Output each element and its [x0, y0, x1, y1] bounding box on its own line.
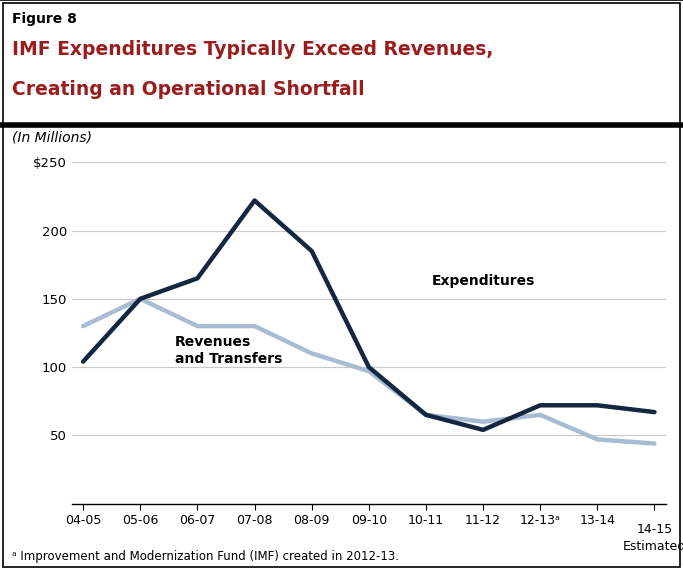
Text: Revenues
and Transfers: Revenues and Transfers	[175, 335, 282, 367]
Text: 14-15
Estimated: 14-15 Estimated	[623, 523, 683, 553]
Text: Creating an Operational Shortfall: Creating an Operational Shortfall	[12, 80, 365, 99]
Text: Figure 8: Figure 8	[12, 13, 77, 26]
Text: ᵃ Improvement and Modernization Fund (IMF) created in 2012-13.: ᵃ Improvement and Modernization Fund (IM…	[12, 550, 400, 563]
Text: IMF Expenditures Typically Exceed Revenues,: IMF Expenditures Typically Exceed Revenu…	[12, 40, 494, 59]
Text: (In Millions): (In Millions)	[12, 131, 92, 145]
Text: Expenditures: Expenditures	[432, 274, 535, 288]
